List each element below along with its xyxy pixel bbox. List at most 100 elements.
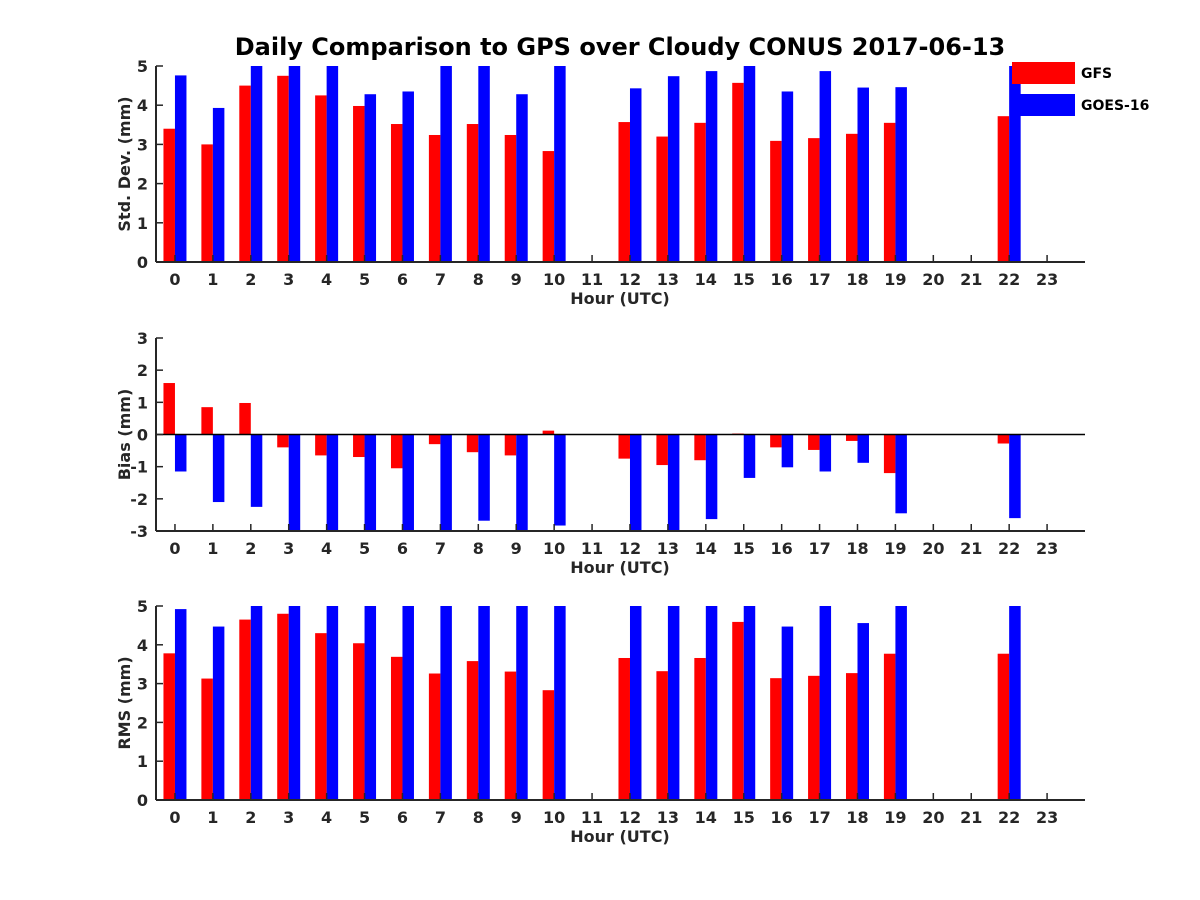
y-tick-label: 0 — [137, 426, 148, 445]
bar-goes16-hour-3 — [288, 606, 301, 800]
x-tick-label: 21 — [960, 270, 982, 289]
bar-gfs-hour-8 — [466, 124, 479, 263]
bars-group — [163, 606, 1021, 800]
bar-gfs-hour-3 — [277, 613, 289, 800]
bar-goes16-hour-19 — [895, 434, 907, 514]
bar-goes16-hour-7 — [440, 66, 452, 262]
y-axis-label: Bias (mm) — [115, 389, 134, 481]
x-tick-label: 3 — [283, 808, 294, 827]
bar-gfs-hour-18 — [845, 434, 858, 441]
bar-gfs-hour-22 — [997, 434, 1010, 444]
y-tick-label: 5 — [137, 597, 148, 616]
x-tick-label: 14 — [695, 270, 717, 289]
bar-goes16-hour-1 — [212, 434, 225, 503]
y-axis-label: RMS (mm) — [115, 656, 134, 749]
bar-goes16-hour-15 — [743, 434, 756, 478]
x-tick-label: 21 — [960, 808, 982, 827]
bars-group — [163, 66, 1021, 263]
bar-gfs-hour-2 — [239, 619, 251, 800]
bar-goes16-hour-4 — [326, 606, 339, 800]
bar-gfs-hour-14 — [694, 657, 706, 800]
y-tick-label: 4 — [137, 96, 148, 115]
x-tick-label: 16 — [771, 808, 793, 827]
x-tick-label: 9 — [511, 539, 522, 558]
x-tick-label: 19 — [884, 270, 906, 289]
bar-goes16-hour-18 — [857, 623, 869, 800]
y-tick-label: 0 — [137, 791, 148, 810]
bar-gfs-hour-6 — [390, 656, 403, 800]
bar-goes16-hour-5 — [364, 606, 377, 800]
bar-goes16-hour-17 — [819, 434, 832, 472]
bar-goes16-hour-13 — [667, 606, 680, 800]
x-tick-label: 8 — [473, 270, 484, 289]
y-tick-label: -2 — [130, 490, 148, 509]
bar-goes16-hour-6 — [402, 434, 414, 531]
bar-goes16-hour-19 — [895, 606, 907, 800]
bar-goes16-hour-12 — [629, 88, 642, 262]
bar-gfs-hour-16 — [770, 678, 782, 800]
bar-gfs-hour-16 — [770, 434, 782, 448]
x-tick-label: 10 — [543, 539, 565, 558]
bars-group — [163, 383, 1021, 531]
x-tick-label: 20 — [922, 808, 944, 827]
x-axis-label: Hour (UTC) — [570, 827, 670, 846]
bar-gfs-hour-19 — [883, 122, 896, 262]
x-tick-label: 23 — [1036, 270, 1058, 289]
y-tick-label: 4 — [137, 636, 148, 655]
y-tick-label: -1 — [130, 458, 148, 477]
y-tick-label: 2 — [137, 175, 148, 194]
x-tick-label: 16 — [771, 270, 793, 289]
x-tick-label: 23 — [1036, 808, 1058, 827]
x-tick-label: 4 — [321, 539, 332, 558]
bar-goes16-hour-1 — [212, 107, 225, 262]
bar-gfs-hour-8 — [466, 661, 479, 800]
bar-goes16-hour-8 — [478, 66, 490, 262]
bar-goes16-hour-2 — [250, 606, 263, 800]
bar-goes16-hour-17 — [819, 71, 832, 262]
x-tick-label: 15 — [733, 539, 755, 558]
x-tick-label: 18 — [846, 808, 868, 827]
x-tick-label: 0 — [169, 270, 180, 289]
x-tick-label: 22 — [998, 539, 1020, 558]
x-tick-label: 2 — [245, 270, 256, 289]
bar-gfs-hour-17 — [808, 138, 820, 262]
bar-gfs-hour-3 — [277, 434, 289, 448]
bar-goes16-hour-16 — [781, 91, 794, 262]
x-tick-label: 12 — [619, 270, 641, 289]
y-tick-label: 3 — [137, 675, 148, 694]
x-tick-label: 12 — [619, 808, 641, 827]
bar-gfs-hour-19 — [883, 653, 896, 800]
bar-gfs-hour-18 — [845, 133, 858, 262]
x-tick-label: 13 — [657, 270, 679, 289]
bar-gfs-hour-6 — [390, 124, 403, 263]
x-axis-label: Hour (UTC) — [570, 558, 670, 577]
y-tick-label: 2 — [137, 361, 148, 380]
bar-gfs-hour-2 — [239, 85, 251, 262]
x-tick-label: 6 — [397, 808, 408, 827]
bar-gfs-hour-0 — [163, 383, 175, 435]
bar-goes16-hour-15 — [743, 606, 756, 800]
bar-gfs-hour-4 — [315, 633, 327, 800]
bar-goes16-hour-8 — [478, 606, 490, 800]
x-tick-label: 5 — [359, 270, 370, 289]
bar-gfs-hour-5 — [353, 643, 365, 800]
x-tick-label: 4 — [321, 808, 332, 827]
bar-gfs-hour-4 — [315, 434, 327, 456]
x-tick-label: 5 — [359, 539, 370, 558]
bar-goes16-hour-17 — [819, 606, 832, 800]
bar-goes16-hour-7 — [440, 606, 452, 800]
bar-gfs-hour-3 — [277, 75, 289, 262]
bar-goes16-hour-12 — [629, 606, 642, 800]
bar-goes16-hour-22 — [1009, 606, 1021, 800]
x-tick-label: 14 — [695, 808, 717, 827]
x-tick-label: 0 — [169, 539, 180, 558]
bar-gfs-hour-15 — [732, 621, 744, 800]
y-tick-label: 1 — [137, 214, 148, 233]
bar-goes16-hour-6 — [402, 91, 414, 262]
legend: GFS GOES-16 — [1012, 62, 1149, 116]
bar-gfs-hour-9 — [504, 671, 517, 800]
